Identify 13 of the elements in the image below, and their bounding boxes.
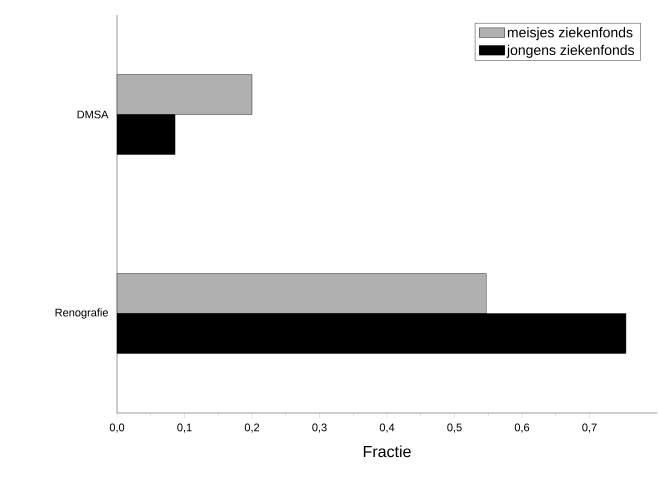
x-tick-label: 0,4 xyxy=(380,424,394,433)
legend-label: jongens ziekenfonds xyxy=(506,44,634,58)
x-tick-label: 0,2 xyxy=(244,424,260,433)
legend-label: meisjes ziekenfonds xyxy=(508,27,632,40)
y-tick-label: Renografie xyxy=(56,308,108,319)
x-tick-label: 0,1 xyxy=(177,424,192,433)
x-tick-label: 0,3 xyxy=(312,424,327,433)
x-tick-label: 0,6 xyxy=(514,424,530,433)
x-tick-label: 0,5 xyxy=(447,424,462,433)
y-tick-label: DMSA xyxy=(78,110,108,118)
x-axis-title: Fractie xyxy=(364,445,411,458)
x-tick-label: 0,7 xyxy=(582,424,597,433)
x-tick-label: 0,0 xyxy=(110,424,124,433)
